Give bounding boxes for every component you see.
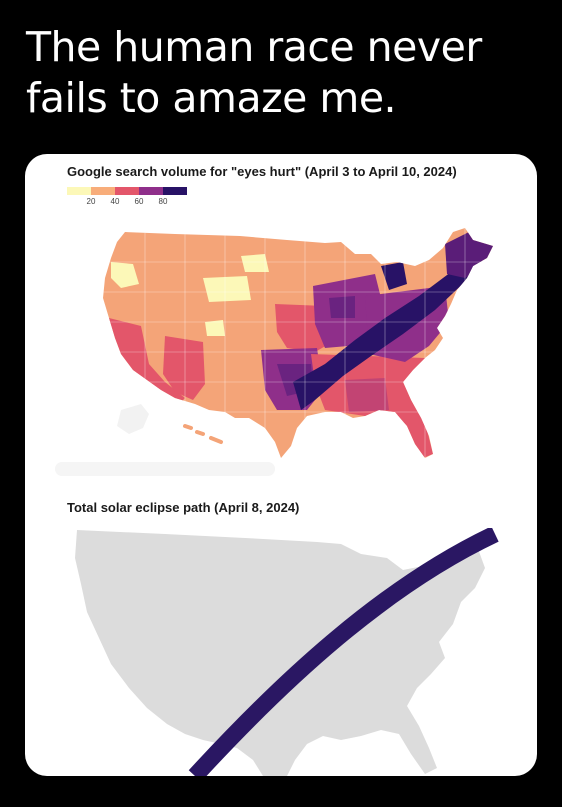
legend-swatch-4 <box>163 187 187 195</box>
search-volume-legend: 20 40 60 80 <box>67 187 187 207</box>
legend-ticks: 20 40 60 80 <box>67 195 187 207</box>
eclipse-map-title: Total solar eclipse path (April 8, 2024) <box>67 500 300 515</box>
meme-caption: The human race never fails to amaze me. <box>26 22 546 124</box>
legend-swatch-1 <box>91 187 115 195</box>
legend-swatches <box>67 187 187 195</box>
caption-line-2: fails to amaze me. <box>26 74 397 122</box>
legend-swatch-2 <box>115 187 139 195</box>
caption-line-1: The human race never <box>26 23 482 71</box>
infographic-card: Google search volume for "eyes hurt" (Ap… <box>25 154 537 776</box>
legend-swatch-3 <box>139 187 163 195</box>
legend-tick-20: 20 <box>86 197 96 206</box>
eclipse-path <box>188 528 499 776</box>
legend-tick-40: 40 <box>110 197 120 206</box>
search-map-title: Google search volume for "eyes hurt" (Ap… <box>67 164 457 179</box>
legend-tick-80: 80 <box>158 197 168 206</box>
search-volume-map <box>55 228 493 476</box>
legend-tick-60: 60 <box>134 197 144 206</box>
legend-swatch-0 <box>67 187 91 195</box>
us-outline <box>75 530 485 776</box>
eclipse-path-map <box>75 528 499 776</box>
